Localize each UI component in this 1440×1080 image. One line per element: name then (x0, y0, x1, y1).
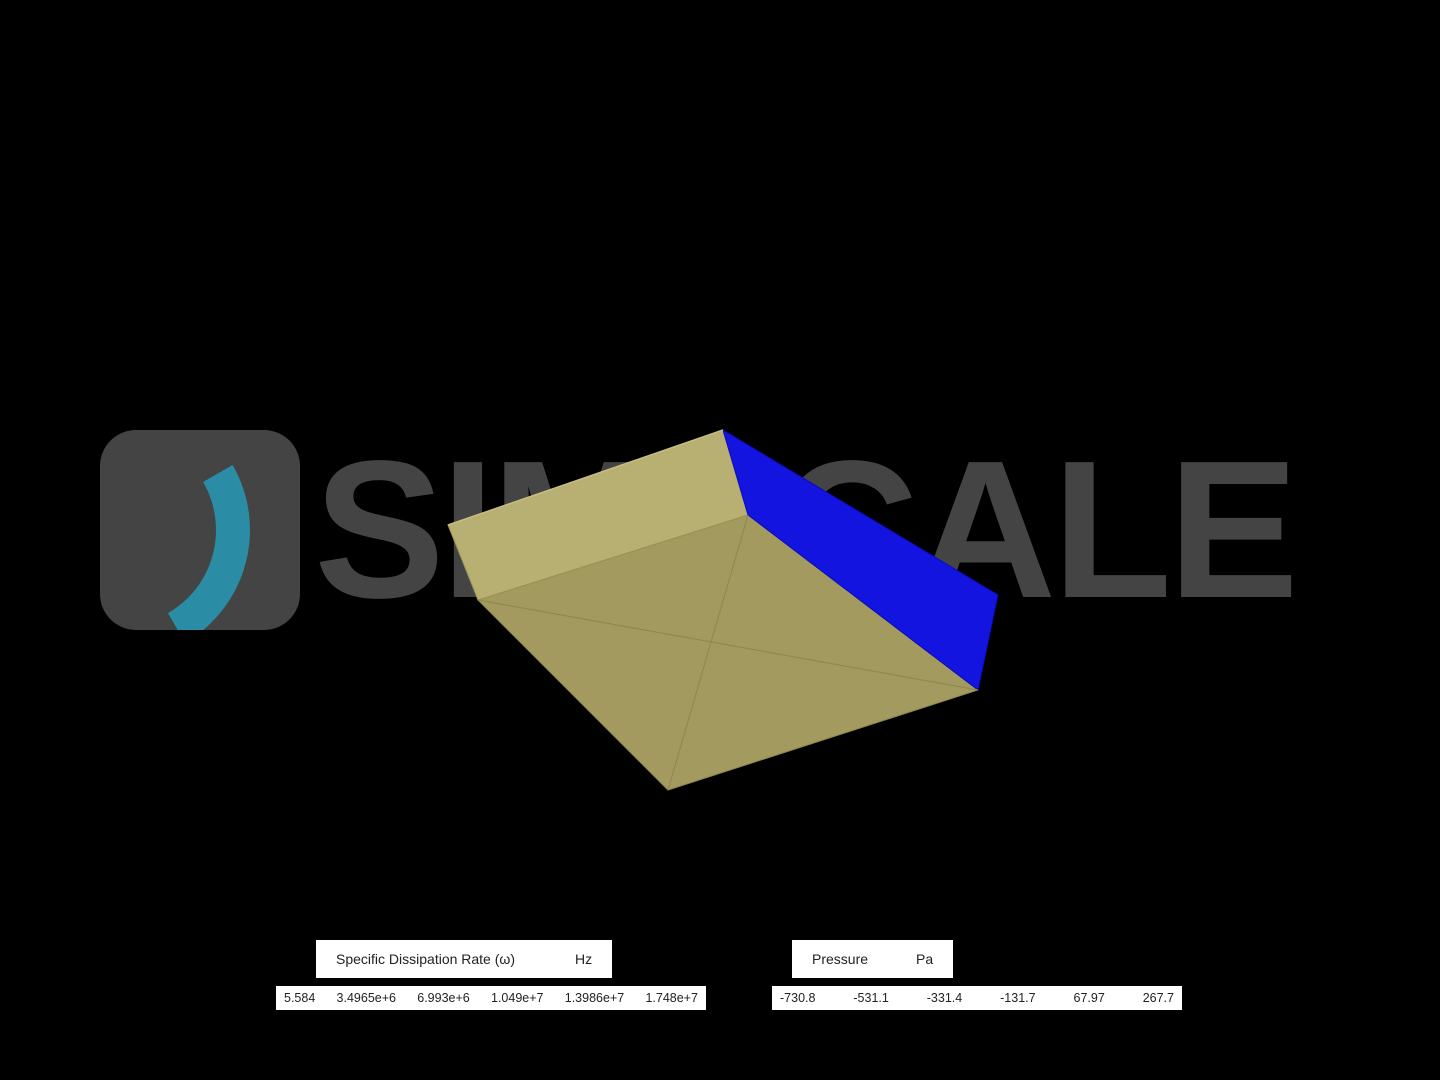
legend-tick: 3.4965e+6 (337, 991, 396, 1005)
legend-header: Pressure Pa (792, 940, 953, 978)
legend-tick: 1.3986e+7 (565, 991, 624, 1005)
legend-tick: 1.049e+7 (491, 991, 543, 1005)
legend-ticks: -730.8 -531.1 -331.4 -131.7 67.97 267.7 (772, 986, 1182, 1010)
legend-unit: Pa (916, 951, 933, 967)
legend-unit: Hz (575, 951, 592, 967)
legend-tick: -531.1 (853, 991, 888, 1005)
legend-group: Specific Dissipation Rate (ω) Hz 5.584 3… (276, 940, 1182, 1010)
legend-tick: 5.584 (284, 991, 315, 1005)
legend-title: Specific Dissipation Rate (ω) (336, 951, 515, 967)
legend-tick: -730.8 (780, 991, 815, 1005)
legend-header: Specific Dissipation Rate (ω) Hz (316, 940, 612, 978)
legend-tick: 1.748e+7 (645, 991, 697, 1005)
legend-dissipation: Specific Dissipation Rate (ω) Hz 5.584 3… (276, 940, 706, 1010)
legend-ticks: 5.584 3.4965e+6 6.993e+6 1.049e+7 1.3986… (276, 986, 706, 1010)
legend-tick: 67.97 (1074, 991, 1105, 1005)
simscale-logo: SIMSCALE (100, 430, 1295, 630)
legend-title: Pressure (812, 951, 868, 967)
legend-tick: -131.7 (1000, 991, 1035, 1005)
legend-tick: 267.7 (1143, 991, 1174, 1005)
simscale-logo-icon (100, 430, 300, 630)
legend-tick: 6.993e+6 (417, 991, 469, 1005)
legend-pressure: Pressure Pa -730.8 -531.1 -331.4 -131.7 … (772, 940, 1182, 1010)
legend-scale: -730.8 -531.1 -331.4 -131.7 67.97 267.7 (772, 986, 1182, 1010)
legend-tick: -331.4 (927, 991, 962, 1005)
simscale-logo-text: SIMSCALE (314, 432, 1295, 628)
legend-scale: 5.584 3.4965e+6 6.993e+6 1.049e+7 1.3986… (276, 986, 706, 1010)
viewport[interactable]: SIMSCALE Specific Dissipation Rate (ω) H… (0, 0, 1440, 1080)
